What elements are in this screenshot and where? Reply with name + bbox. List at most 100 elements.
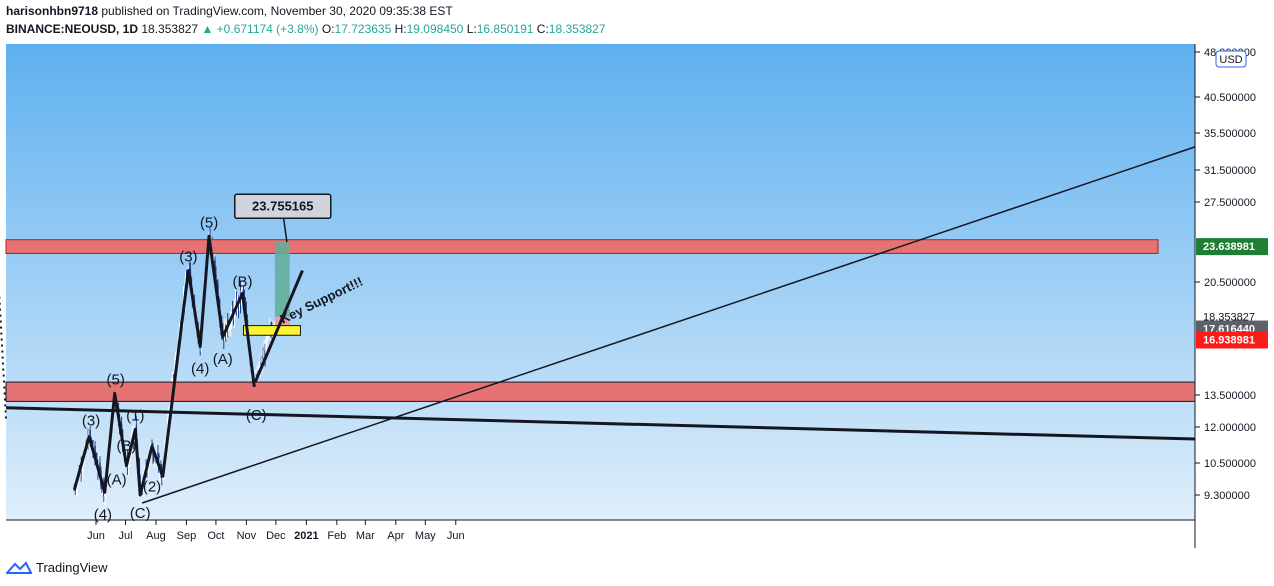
time-tick-label: Nov — [237, 530, 257, 542]
candle-body — [227, 330, 230, 332]
candle-body — [222, 338, 225, 341]
time-axis[interactable]: Jun Jul Aug Sep Oct Nov Dec 2021 Feb Mar Apr May Jun — [87, 520, 465, 542]
symbol-name[interactable]: BINANCE:NEOUSD, 1D — [6, 22, 139, 36]
target-callout-value: 23.755165 — [252, 198, 313, 213]
candle-body — [171, 374, 174, 383]
candle-body — [82, 461, 85, 467]
close-value: 18.353827 — [548, 22, 606, 36]
time-tick-label: Mar — [356, 530, 375, 542]
low-label: L: — [466, 22, 477, 36]
dotted-channel-line — [0, 290, 7, 419]
time-tick-label: Jun — [87, 530, 105, 542]
time-tick-label: Jun — [447, 530, 465, 542]
candle-body — [214, 260, 216, 274]
candle-body — [234, 300, 237, 307]
candle-body — [260, 362, 262, 366]
wave-label: (C) — [246, 407, 267, 424]
last-price: 18.353827 — [141, 22, 199, 36]
wave-label: (5) — [106, 371, 124, 388]
candle-body — [189, 268, 192, 278]
descending-trendline — [5, 406, 1196, 441]
elliott-wave-path — [72, 234, 256, 497]
candle-body — [75, 488, 78, 490]
drawings-layer: (3) (4) (5) (A) (B) (C) (1) (2) (3) (4) (5) (A) (B) (… — [0, 146, 1196, 523]
price-tick-label: 10.500000 — [1204, 458, 1256, 470]
candle-body — [94, 445, 96, 457]
candle-body — [167, 411, 170, 419]
price-tick-label: 35.500000 — [1204, 128, 1256, 140]
wave-label: (3) — [179, 249, 197, 266]
low-value: 16.850191 — [476, 22, 534, 36]
time-tick-label: Aug — [146, 530, 166, 542]
close-label: C: — [536, 22, 549, 36]
wave-label: (B) — [232, 273, 252, 290]
wave-label: (B) — [116, 437, 136, 454]
candle-body — [81, 466, 84, 472]
wave-label: (C) — [130, 505, 151, 522]
open-value: 17.723635 — [334, 22, 392, 36]
currency-label: USD — [1219, 54, 1242, 66]
price-tag-label: 16.938981 — [1203, 334, 1255, 346]
wave-label: (4) — [94, 506, 112, 523]
time-tick-label: Oct — [207, 530, 224, 542]
time-tick-label: 2021 — [294, 530, 318, 542]
high-value: 19.098450 — [406, 22, 464, 36]
resistance-zone — [5, 239, 1159, 254]
time-tick-label: Sep — [177, 530, 197, 542]
price-tag-box — [1196, 238, 1268, 256]
tradingview-logo-icon — [6, 560, 32, 574]
yellow-support-zone — [242, 325, 301, 336]
candle-body — [188, 268, 191, 270]
candle-body — [262, 356, 264, 359]
high-label: H: — [394, 22, 407, 36]
author-name[interactable]: harisonhbn9718 — [6, 4, 99, 18]
symbol-line: BINANCE:NEOUSD, 1D 18.353827 ▲ +0.671174… — [6, 22, 606, 36]
time-tick-label: Apr — [387, 530, 404, 542]
price-tag-box — [1196, 331, 1268, 349]
target-callout-box — [234, 193, 332, 220]
candle-body — [264, 350, 266, 357]
support-zone — [5, 381, 1196, 402]
tradingview-brand: TradingView — [36, 560, 108, 575]
key-support-line — [253, 269, 304, 383]
price-change: +0.671174 (+3.8%) — [216, 22, 319, 36]
candle-body — [93, 445, 95, 452]
open-label: O: — [321, 22, 335, 36]
candle-body — [228, 328, 231, 331]
currency-badge[interactable]: USD — [1215, 50, 1247, 68]
time-tick-label: Feb — [327, 530, 346, 542]
price-tick-label: 31.500000 — [1204, 165, 1256, 177]
up-arrow-icon: ▲ — [201, 22, 214, 36]
candle-body — [156, 453, 158, 457]
candle-body — [266, 338, 268, 340]
target-box — [274, 242, 290, 317]
candle-body — [89, 430, 91, 439]
candle-body — [172, 374, 175, 377]
price-axis[interactable]: 48.00000040.50000035.50000031.50000027.5… — [1195, 47, 1256, 502]
candle-body — [259, 362, 261, 369]
candle-body — [157, 453, 159, 456]
wave-label: (A) — [107, 472, 127, 489]
time-tick-label: May — [415, 530, 436, 542]
candle-body — [267, 333, 269, 339]
wave-label: (A) — [213, 351, 233, 368]
price-tick-label: 12.000000 — [1204, 422, 1256, 434]
time-tick-label: Jul — [118, 530, 132, 542]
price-tick-label: 40.500000 — [1204, 92, 1256, 104]
candle-body — [104, 493, 106, 497]
tradingview-footer[interactable]: TradingView — [6, 560, 108, 575]
candle-body — [153, 454, 155, 459]
published-text: published on TradingView.com, November 3… — [101, 4, 453, 18]
candle-body — [231, 309, 234, 313]
chart-background — [6, 44, 1195, 520]
price-tag-label: 23.638981 — [1203, 241, 1255, 253]
candle-body — [73, 489, 76, 491]
candle-body — [263, 350, 265, 359]
wave-label: (3) — [82, 413, 100, 430]
candle-body — [229, 318, 232, 329]
candle-body — [261, 356, 263, 366]
time-tick-label: Dec — [266, 530, 286, 542]
stop-box — [274, 316, 290, 329]
ascending-channel-line — [141, 146, 1196, 504]
